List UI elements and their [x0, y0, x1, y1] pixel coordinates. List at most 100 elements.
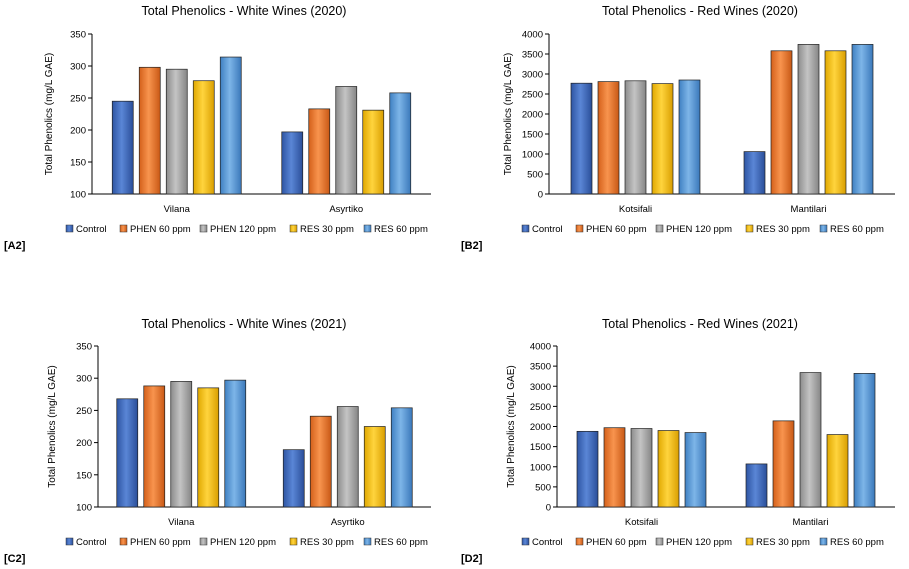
legend-swatch [521, 537, 530, 546]
legend-label: PHEN 120 ppm [210, 224, 276, 235]
legend-swatch [575, 224, 584, 233]
legend-swatch [199, 224, 208, 233]
legend-swatch [363, 224, 372, 233]
panel-tag-a2: [A2] [4, 240, 26, 252]
y-tick-label: 2000 [530, 422, 551, 433]
legend-label: PHEN 120 ppm [210, 537, 276, 548]
chart-title: Total Phenolics - Red Wines (2020) [602, 4, 798, 18]
legend-swatch [289, 537, 298, 546]
bar [363, 426, 386, 508]
y-tick-label: 3500 [530, 362, 551, 373]
bar [170, 381, 193, 508]
bar [624, 80, 647, 195]
bar [576, 430, 599, 508]
bar [851, 44, 874, 195]
legend-label: RES 60 ppm [374, 537, 428, 548]
bar [309, 415, 332, 508]
y-tick-label: 1000 [530, 462, 551, 473]
legend-label: RES 30 ppm [756, 224, 810, 235]
y-tick-label: 0 [546, 503, 551, 514]
y-axis-label: Total Phenolics (mg/L GAE) [44, 53, 55, 175]
legend-label: Control [532, 537, 563, 548]
legend-swatch [745, 224, 754, 233]
legend-swatch [289, 224, 298, 233]
legend-swatch [363, 537, 372, 546]
legend-label: PHEN 60 ppm [586, 224, 647, 235]
y-tick-label: 100 [76, 503, 92, 514]
bar [824, 50, 847, 195]
y-axis-label: Total Phenolics (mg/L GAE) [503, 53, 514, 175]
x-category-label: Vilana [168, 517, 195, 528]
legend-label: RES 60 ppm [374, 224, 428, 235]
chart-2: Total Phenolics - Red Wines (2020) Total … [503, 4, 895, 235]
bar [390, 407, 413, 508]
y-tick-label: 3500 [522, 50, 543, 61]
legend-label: Control [76, 537, 107, 548]
bar [826, 434, 849, 508]
y-tick-label: 1500 [530, 442, 551, 453]
y-tick-label: 150 [76, 470, 92, 481]
legend-swatch [575, 537, 584, 546]
x-category-label: Asyrtiko [331, 517, 365, 528]
bar [651, 83, 674, 195]
bar [111, 100, 134, 195]
bar [282, 449, 305, 508]
chart-1: Total Phenolics - White Wines (2020) Tota… [44, 4, 431, 235]
legend-label: RES 30 ppm [300, 537, 354, 548]
panel-tag-c2: [C2] [4, 553, 26, 565]
legend-label: PHEN 120 ppm [666, 537, 732, 548]
x-category-label: Mantilari [793, 517, 829, 528]
chart-title: Total Phenolics - White Wines (2020) [142, 4, 347, 18]
legend-swatch [819, 224, 828, 233]
legend-label: PHEN 60 ppm [586, 537, 647, 548]
legend-label: Control [532, 224, 563, 235]
y-tick-label: 0 [538, 190, 543, 201]
bar [224, 379, 247, 508]
bar [678, 79, 701, 195]
y-tick-label: 200 [76, 438, 92, 449]
y-tick-label: 500 [527, 170, 543, 181]
legend-swatch [119, 537, 128, 546]
bar [219, 56, 242, 195]
chart-3: Total Phenolics - White Wines (2021) Tota… [47, 317, 431, 548]
legend-label: PHEN 60 ppm [130, 224, 191, 235]
y-axis-label: Total Phenolics (mg/L GAE) [47, 365, 58, 487]
bar [799, 372, 822, 508]
bar [853, 373, 876, 508]
y-tick-label: 2500 [522, 90, 543, 101]
legend-swatch [199, 537, 208, 546]
chart-4: Total Phenolics - Red Wines (2021) Total … [506, 317, 895, 548]
bar [630, 428, 653, 508]
bar [143, 385, 166, 508]
legend-swatch [745, 537, 754, 546]
y-tick-label: 1000 [522, 150, 543, 161]
legend-swatch [65, 537, 74, 546]
legend-swatch [65, 224, 74, 233]
bar [772, 420, 795, 508]
y-tick-label: 2500 [530, 402, 551, 413]
y-tick-label: 4000 [530, 342, 551, 353]
y-tick-label: 350 [70, 30, 86, 41]
legend-swatch [655, 224, 664, 233]
legend-label: PHEN 60 ppm [130, 537, 191, 548]
legend-swatch [119, 224, 128, 233]
bar [308, 108, 331, 195]
bar [603, 427, 626, 508]
legend-label: PHEN 120 ppm [666, 224, 732, 235]
bar [116, 398, 139, 508]
bar [335, 86, 358, 195]
y-tick-label: 150 [70, 158, 86, 169]
bar [197, 387, 220, 508]
bar [281, 131, 304, 195]
bar [797, 44, 820, 195]
legend-label: RES 30 ppm [300, 224, 354, 235]
panel-tag-b2: [B2] [461, 240, 483, 252]
legend-swatch [521, 224, 530, 233]
y-tick-label: 500 [535, 482, 551, 493]
bar [657, 430, 680, 508]
y-tick-label: 250 [76, 406, 92, 417]
y-axis-label: Total Phenolics (mg/L GAE) [506, 365, 517, 487]
y-tick-label: 3000 [530, 382, 551, 393]
bar [192, 80, 215, 195]
y-tick-label: 4000 [522, 30, 543, 41]
